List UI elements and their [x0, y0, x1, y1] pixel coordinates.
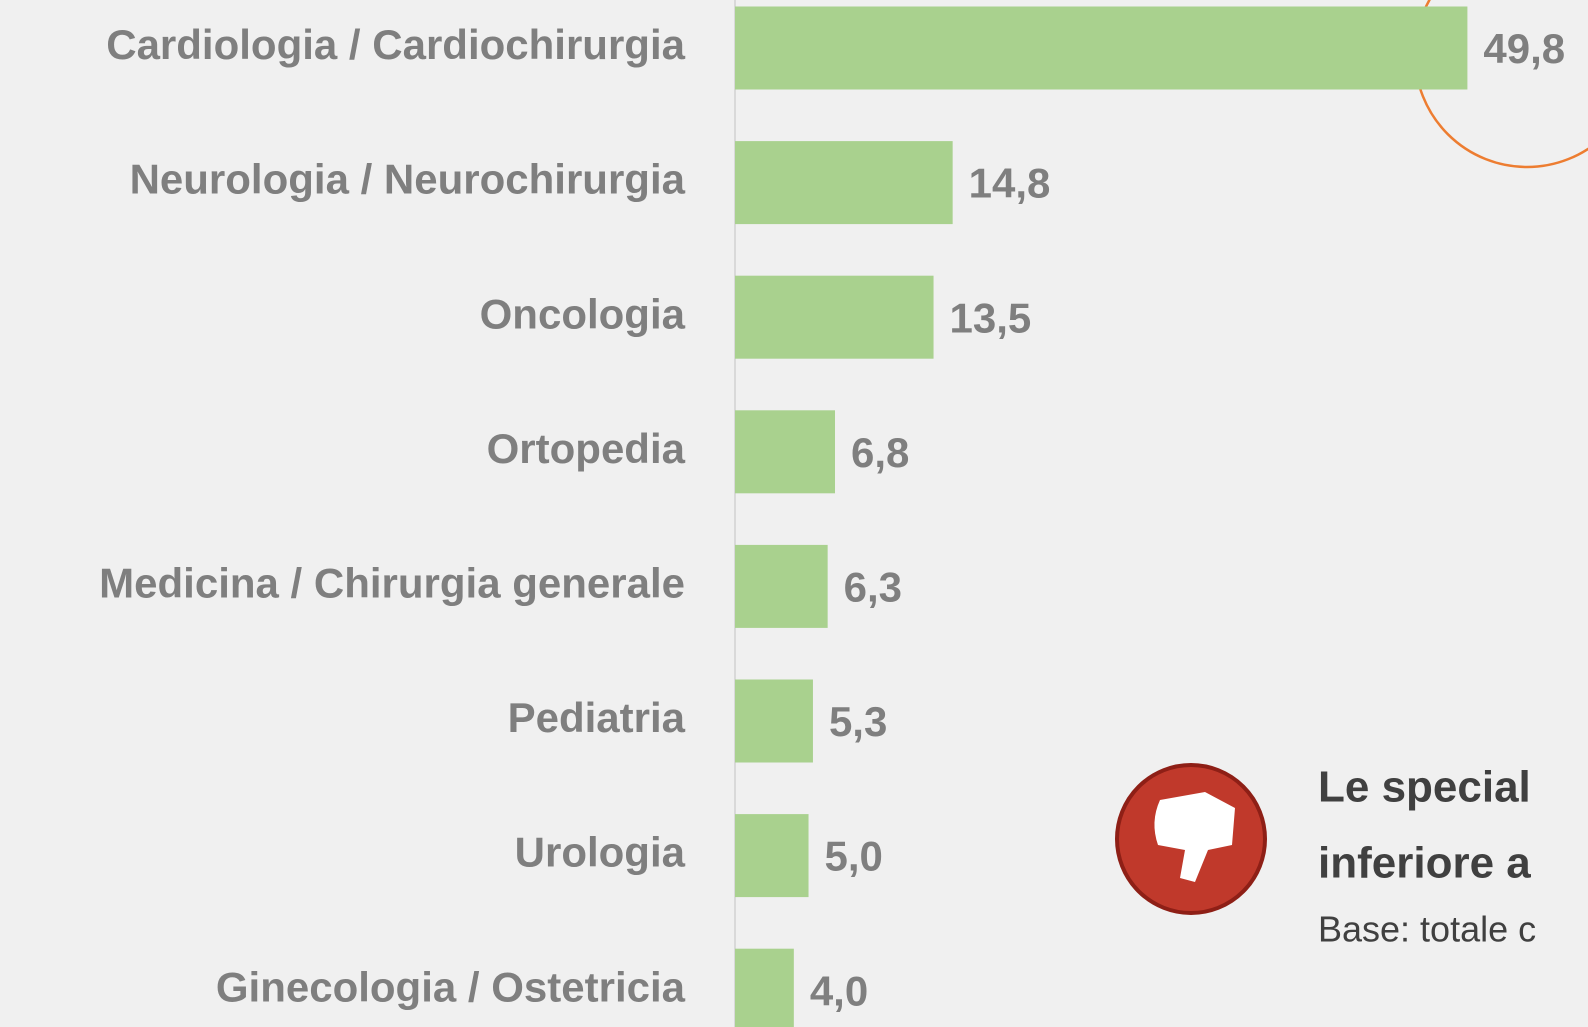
thumbs-down-icon	[1115, 763, 1267, 915]
category-label: Medicina / Chirurgia generale	[99, 559, 685, 606]
category-label: Ortopedia	[487, 425, 686, 472]
category-label: Neurologia / Neurochirurgia	[130, 156, 686, 203]
value-label: 13,5	[950, 294, 1032, 341]
category-label: Oncologia	[480, 290, 686, 337]
bar	[735, 814, 809, 898]
value-label: 6,8	[851, 429, 909, 476]
bar	[735, 544, 828, 628]
bar	[735, 275, 934, 359]
category-label: Ginecologia / Ostetricia	[216, 963, 686, 1010]
bar	[735, 948, 794, 1027]
annotation: inferiore a	[1318, 839, 1531, 888]
annotation: Le special	[1318, 763, 1531, 812]
bar	[735, 141, 953, 225]
annotation: Base: totale c	[1318, 909, 1536, 950]
bar	[735, 679, 813, 763]
value-label: 14,8	[969, 160, 1051, 207]
bar	[735, 6, 1468, 90]
bar	[735, 410, 836, 494]
category-label: Urologia	[515, 829, 686, 876]
value-label: 5,0	[825, 833, 883, 880]
value-label: 49,8	[1483, 25, 1565, 72]
value-label: 6,3	[844, 563, 902, 610]
category-label: Cardiologia / Cardiochirurgia	[106, 21, 685, 68]
value-label: 4,0	[810, 967, 868, 1014]
value-label: 5,3	[829, 698, 887, 745]
category-label: Pediatria	[508, 694, 686, 741]
